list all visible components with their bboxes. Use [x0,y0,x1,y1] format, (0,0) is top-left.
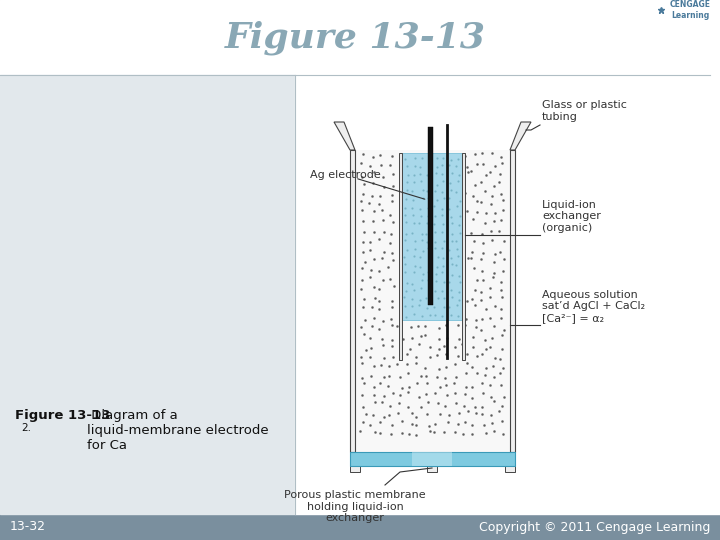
Bar [505,466,515,472]
Bar [350,466,360,472]
Bar [510,150,515,452]
Bar [355,150,510,452]
Bar [0,514,720,540]
Polygon shape [334,122,355,150]
Bar [412,452,452,466]
Polygon shape [510,122,531,150]
Bar [428,127,433,305]
Bar [399,153,402,360]
Bar [350,150,355,452]
Text: Figure 13-13: Figure 13-13 [225,20,485,55]
Text: Aqueous solution
sat’d AgCl + CaCl₂
[Ca²⁻] = α₂: Aqueous solution sat’d AgCl + CaCl₂ [Ca²… [542,290,645,323]
Text: 13-32: 13-32 [10,521,46,534]
Text: 2.: 2. [21,423,31,433]
Text: Porous plastic membrane
holding liquid-ion
exchanger: Porous plastic membrane holding liquid-i… [284,490,426,523]
Bar [0,0,720,75]
Text: Diagram of a
liquid-membrane electrode
for Ca: Diagram of a liquid-membrane electrode f… [87,409,269,452]
Text: Copyright © 2011 Cengage Learning: Copyright © 2011 Cengage Learning [479,521,710,534]
Text: Liquid-ion
exchanger
(organic): Liquid-ion exchanger (organic) [542,200,601,233]
Bar [295,75,720,514]
Bar [402,153,462,320]
Bar [0,75,295,514]
Bar [462,153,465,360]
Bar [427,466,437,472]
Bar [350,452,515,466]
Text: CENGAGE
Learning: CENGAGE Learning [670,1,711,19]
Text: Glass or plastic
tubing: Glass or plastic tubing [542,100,627,122]
Text: Ag electrode: Ag electrode [310,170,381,180]
Text: Figure 13-13: Figure 13-13 [15,409,110,422]
